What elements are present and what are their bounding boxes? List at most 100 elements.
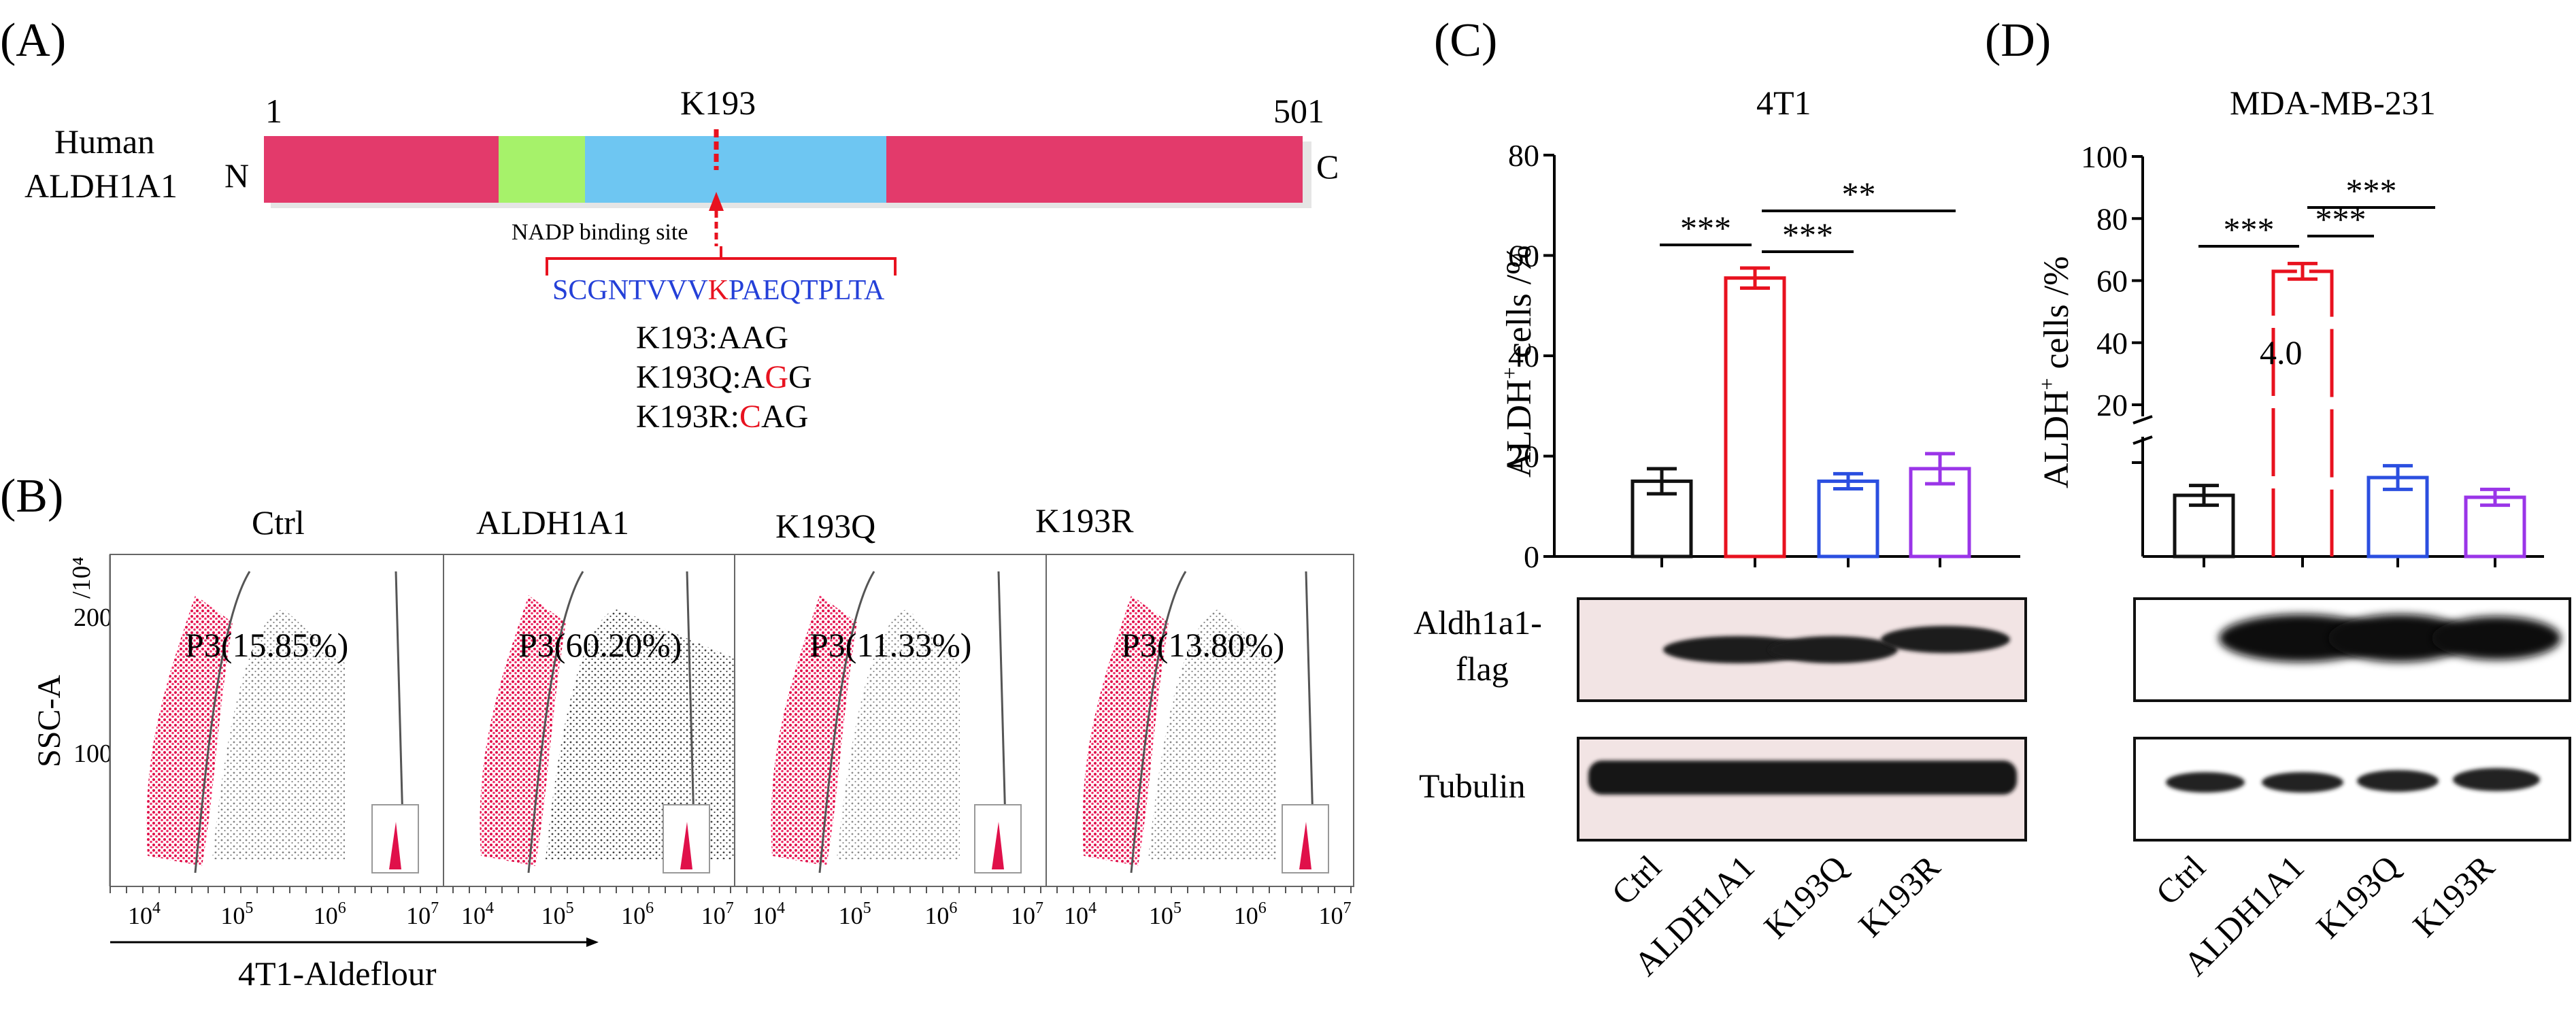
bar-k193q <box>1817 479 1879 559</box>
red-population <box>480 595 566 866</box>
y-tick-label: 80 <box>2096 201 2128 236</box>
gate-curve <box>527 571 584 873</box>
codon-k193q: K193Q:AGG <box>636 359 812 395</box>
western-blot-d-tubulin <box>2133 737 2571 842</box>
codon-k193r: K193R:CAG <box>636 399 808 435</box>
flow-x-tick-label: 106 <box>314 899 346 929</box>
arrow-right-icon <box>586 937 599 947</box>
inset-population <box>1299 822 1311 869</box>
flow-plot-aldh1a1: P3(60.20%) 104 105 106 107 <box>443 554 746 929</box>
panel-label-a: (A) <box>0 14 66 67</box>
panel-label-b: (B) <box>0 470 63 522</box>
panel-label-c: (C) <box>1434 14 1497 67</box>
flow-x-tick-label: 104 <box>128 899 161 929</box>
y-tick-label: 80 <box>1508 138 1539 173</box>
flow-ytick-200: 200 <box>73 603 112 632</box>
site-label: K193 <box>680 84 756 122</box>
blot-label-tubulin: Tubulin <box>1419 767 1526 805</box>
protein-label: ALDH1A1 <box>24 167 178 205</box>
y-tick-label: 60 <box>2096 264 2128 299</box>
gate-curve <box>818 571 875 873</box>
category-label-k193q: K193Q <box>2309 848 2407 946</box>
black-population <box>837 609 960 859</box>
blot-label-flag: flag <box>1456 650 1509 688</box>
end-residue-label: 501 <box>1273 92 1324 130</box>
flow-x-tick-label: 104 <box>752 899 785 929</box>
red-population <box>1082 595 1169 866</box>
axis-break <box>2132 435 2153 445</box>
flow-x-tick-label: 107 <box>1319 899 1352 929</box>
flow-title-aldh1a1: ALDH1A1 <box>476 503 629 542</box>
c-terminus-label: C <box>1316 148 1339 186</box>
significance-stars: *** <box>1680 209 1731 247</box>
flow-title-k193r: K193R <box>1035 501 1134 539</box>
flow-x-tick-label: 107 <box>406 899 439 929</box>
flow-x-tick-label: 105 <box>220 899 253 929</box>
inset-population <box>680 822 692 869</box>
blot-label-aldh1a1: Aldh1a1- <box>1414 603 1542 642</box>
domain-segment-2 <box>886 136 1303 203</box>
black-population <box>212 609 345 859</box>
significance-stars: *** <box>2224 210 2275 248</box>
y-tick-label: 20 <box>2096 388 2128 422</box>
fold-change-label: 4.0 <box>2260 333 2303 371</box>
y-tick-label: 0 <box>1524 539 1539 574</box>
flow-x-tick-label: 104 <box>461 899 494 929</box>
significance-stars: ** <box>1842 175 1876 213</box>
panel-b-flow-cytometry: Ctrl ALDH1A1 K193Q K193R /10⁴ SSC-A 200 … <box>31 501 1354 993</box>
category-label-ctrl: Ctrl <box>2148 848 2213 912</box>
sequence-bracket <box>546 257 897 276</box>
domain-segment-1 <box>264 136 499 203</box>
significance-stars: *** <box>1782 216 1833 254</box>
chart-c-ylabel: ALDH+ cells /% <box>1497 245 1539 478</box>
black-population <box>1148 609 1277 859</box>
bar-aldh1a1 <box>1724 276 1786 559</box>
inset-population <box>389 822 401 869</box>
y-tick-label: 20 <box>1508 439 1539 474</box>
chart-d-ylabel: ALDH+ cells /% <box>2035 256 2076 488</box>
k193-arrow-icon <box>709 192 724 211</box>
gate-percentage: P3(13.80%) <box>1121 626 1284 664</box>
inset-population <box>992 822 1004 869</box>
gate-percentage: P3(11.33%) <box>809 626 971 664</box>
species-label: Human <box>54 122 154 161</box>
red-population <box>771 595 857 866</box>
flow-x-tick-label: 106 <box>1234 899 1267 929</box>
n-terminus-label: N <box>224 156 249 195</box>
category-label-ctrl: Ctrl <box>1604 848 1669 912</box>
domain-segment-blue <box>585 136 886 203</box>
flow-x-tick-label: 105 <box>541 899 574 929</box>
flow-x-tick-label: 105 <box>1149 899 1182 929</box>
flow-x-tick-label: 105 <box>839 899 871 929</box>
axis-break <box>2132 415 2153 425</box>
start-residue-label: 1 <box>265 92 282 130</box>
panel-a-domain-diagram: Human ALDH1A1 N C 1 501 K193 NADP bindin… <box>24 84 1339 435</box>
flow-ylabel: SSC-A <box>31 675 67 767</box>
bar-aldh1a1 <box>2271 269 2334 556</box>
flow-x-tick-label: 107 <box>1011 899 1043 929</box>
black-population <box>546 609 746 859</box>
flow-xlabel: 4T1-Aldeflour <box>238 954 437 993</box>
chart-d-title: MDA-MB-231 <box>2230 84 2436 122</box>
chart-c-title: 4T1 <box>1756 84 1811 122</box>
western-blot-c-tubulin <box>1577 737 2027 842</box>
peptide-sequence: SCGNTVVVKPAEQTPLTA <box>552 275 885 306</box>
flow-y-unit: /10⁴ <box>67 556 96 599</box>
y-tick-label: 40 <box>2096 326 2128 361</box>
flow-x-tick-label: 106 <box>924 899 957 929</box>
significance-stars: *** <box>2346 171 2397 210</box>
panel-d: MDA-MB-231 ALDH+ cells /% 20 40 60 80 100 ***… <box>2035 84 2571 842</box>
red-population <box>146 595 233 866</box>
flow-title-k193q: K193Q <box>775 507 875 545</box>
flow-x-tick-label: 107 <box>701 899 734 929</box>
gate-percentage: P3(15.85%) <box>185 626 348 664</box>
gate-curve <box>194 571 251 873</box>
binding-site-label: NADP binding site <box>512 220 688 245</box>
category-label-k193r: K193R <box>1851 848 1947 944</box>
flow-title-ctrl: Ctrl <box>252 503 305 542</box>
flow-ytick-100: 100 <box>73 739 112 768</box>
gate-curve <box>1130 571 1187 873</box>
flow-plot-k193q: P3(11.33%) 104 105 106 107 <box>734 554 1047 929</box>
